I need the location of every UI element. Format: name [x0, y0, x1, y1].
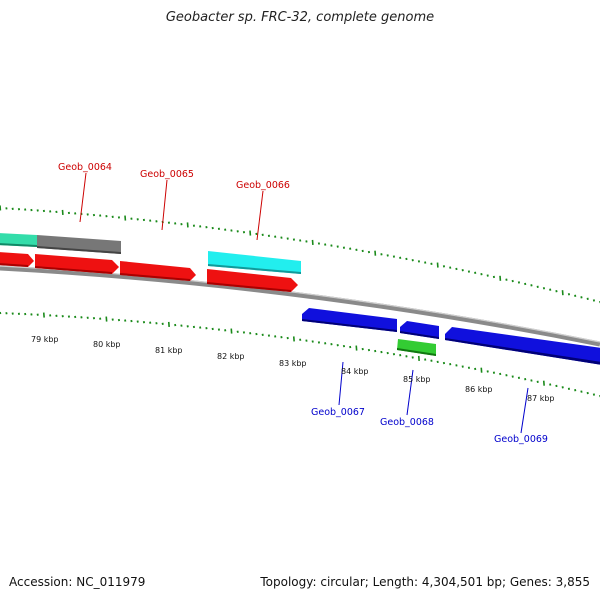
genome-backbone-highlight	[0, 265, 600, 343]
feature-red-partial[interactable]	[0, 252, 34, 267]
feature-cyan-geob-0066[interactable]	[208, 251, 301, 274]
gene-label-geob-0068[interactable]: Geob_0068	[380, 417, 434, 428]
genome-summary-text: Topology: circular; Length: 4,304,501 bp…	[260, 575, 590, 589]
kbp-label-81: 81 kbp	[155, 346, 183, 355]
kbp-label-79: 79 kbp	[31, 335, 59, 344]
map-title: Geobacter sp. FRC-32, complete genome	[165, 10, 435, 25]
kbp-label-85: 85 kbp	[403, 375, 431, 384]
upper-tick-track	[0, 205, 600, 304]
feature-red-geob-0065[interactable]	[120, 261, 196, 281]
leader-line-geob-0068	[406, 369, 414, 416]
kbp-label-82: 82 kbp	[217, 352, 245, 361]
feature-teal-partial[interactable]	[0, 233, 37, 247]
kbp-label-80: 80 kbp	[93, 340, 121, 349]
feature-blue-geob-0069[interactable]	[445, 327, 600, 365]
leader-line-geob-0069	[520, 387, 529, 434]
gene-label-geob-0065[interactable]: Geob_0065	[140, 169, 194, 180]
leader-line-geob-0065	[161, 179, 168, 231]
feature-red-geob-0066[interactable]	[207, 269, 298, 292]
gene-label-geob-0064[interactable]: Geob_0064	[58, 162, 112, 173]
gene-label-geob-0069[interactable]: Geob_0069	[494, 434, 548, 445]
lower-tick-track	[0, 311, 600, 398]
kbp-label-86: 86 kbp	[465, 385, 493, 394]
leader-line-geob-0067	[338, 361, 344, 406]
gene-label-geob-0066[interactable]: Geob_0066	[236, 180, 290, 191]
kbp-label-87: 87 kbp	[527, 394, 555, 403]
feature-green-geob-0068[interactable]	[397, 339, 436, 356]
gene-label-geob-0067[interactable]: Geob_0067	[311, 407, 365, 418]
feature-red-geob-0064[interactable]	[35, 254, 119, 274]
feature-gray-geob-0064[interactable]	[37, 235, 121, 254]
genome-backbone	[0, 265, 600, 347]
leader-line-geob-0066	[256, 190, 264, 241]
kbp-label-83: 83 kbp	[279, 359, 307, 368]
accession-text: Accession: NC_011979	[9, 575, 146, 589]
kbp-label-84: 84 kbp	[341, 367, 369, 376]
feature-blue-geob-0068[interactable]	[400, 321, 439, 339]
leader-line-geob-0064	[79, 172, 87, 223]
feature-blue-geob-0067[interactable]	[302, 308, 397, 332]
